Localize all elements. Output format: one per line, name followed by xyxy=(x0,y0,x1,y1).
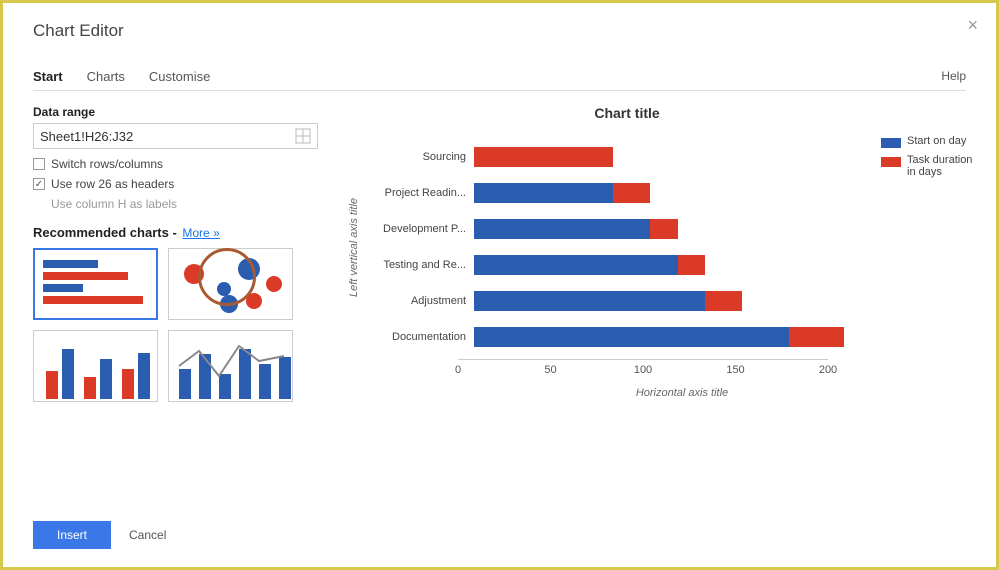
bar-track xyxy=(474,219,966,239)
bar-label: Development P... xyxy=(364,223,474,235)
tab-start[interactable]: Start xyxy=(33,69,63,84)
bar-track xyxy=(474,183,966,203)
bar-row: Project Readin... xyxy=(364,175,966,211)
bar-label: Documentation xyxy=(364,331,474,343)
bar-seg-blue xyxy=(474,219,650,239)
legend-label-start: Start on day xyxy=(907,135,966,147)
thumb-vertical-bar[interactable] xyxy=(33,330,158,402)
insert-button[interactable]: Insert xyxy=(33,521,111,549)
close-icon[interactable]: × xyxy=(967,15,978,36)
bar-row: Adjustment xyxy=(364,283,966,319)
data-range-input-row: Sheet1!H26:J32 xyxy=(33,123,318,149)
bar-track xyxy=(474,291,966,311)
data-range-input[interactable]: Sheet1!H26:J32 xyxy=(40,129,295,144)
bar-seg-red xyxy=(650,219,678,239)
checkbox-checked-icon[interactable]: ✓ xyxy=(33,178,45,190)
bar-row: Documentation xyxy=(364,319,966,355)
bar-track xyxy=(474,255,966,275)
x-tick: 150 xyxy=(726,364,744,376)
bar-track xyxy=(474,327,966,347)
bar-seg-red xyxy=(678,255,706,275)
thumb-horizontal-bar[interactable] xyxy=(33,248,158,320)
thumb-combo[interactable] xyxy=(168,330,293,402)
tab-charts[interactable]: Charts xyxy=(87,69,125,84)
x-tick: 50 xyxy=(544,364,556,376)
legend-item-duration: Task duration in days xyxy=(881,154,976,178)
data-range-label: Data range xyxy=(33,105,318,119)
recommended-heading: Recommended charts - More » xyxy=(33,225,318,240)
range-picker-icon[interactable] xyxy=(295,128,311,144)
tab-customise[interactable]: Customise xyxy=(149,69,210,84)
use-col-labels-row[interactable]: Use column H as labels xyxy=(51,197,318,211)
legend-label-duration: Task duration in days xyxy=(907,154,976,178)
bar-seg-blue xyxy=(474,327,789,347)
thumb-bubble[interactable] xyxy=(168,248,293,320)
cancel-button[interactable]: Cancel xyxy=(129,528,166,542)
recommended-heading-text: Recommended charts xyxy=(33,225,169,240)
chart-title: Chart title xyxy=(288,105,966,121)
legend-item-start: Start on day xyxy=(881,135,976,148)
bar-label: Sourcing xyxy=(364,151,474,163)
tab-row: Start Charts Customise Help xyxy=(33,69,966,91)
bar-row: Testing and Re... xyxy=(364,247,966,283)
use-row-headers-label: Use row 26 as headers xyxy=(51,177,174,191)
help-link[interactable]: Help xyxy=(941,69,966,83)
swatch-red xyxy=(881,157,901,167)
bar-seg-red xyxy=(613,183,650,203)
thumb-grid xyxy=(33,248,318,402)
use-col-labels-label: Use column H as labels xyxy=(51,197,177,211)
use-row-headers-row[interactable]: ✓ Use row 26 as headers xyxy=(33,177,318,191)
bar-label: Testing and Re... xyxy=(364,259,474,271)
bar-seg-blue xyxy=(474,255,678,275)
x-tick: 200 xyxy=(819,364,837,376)
bar-row: Development P... xyxy=(364,211,966,247)
bar-seg-red xyxy=(789,327,845,347)
swatch-blue xyxy=(881,138,901,148)
dialog-title: Chart Editor xyxy=(33,21,966,41)
y-axis-title: Left vertical axis title xyxy=(348,139,360,355)
bars-area: Sourcing Project Readin... Development P..… xyxy=(364,139,966,355)
bar-seg-blue xyxy=(474,291,705,311)
bar-seg-blue xyxy=(474,183,613,203)
bar-seg-red xyxy=(705,291,742,311)
footer-buttons: Insert Cancel xyxy=(33,521,166,549)
x-tick: 0 xyxy=(455,364,461,376)
switch-rows-cols-row[interactable]: Switch rows/columns xyxy=(33,157,318,171)
x-axis-title: Horizontal axis title xyxy=(398,387,966,399)
checkbox-icon[interactable] xyxy=(33,158,45,170)
x-tick: 100 xyxy=(634,364,652,376)
legend: Start on day Task duration in days xyxy=(881,135,976,184)
bar-seg-red xyxy=(474,147,613,167)
left-panel: Data range Sheet1!H26:J32 Switch rows/co… xyxy=(33,105,318,402)
bar-label: Project Readin... xyxy=(364,187,474,199)
more-link[interactable]: More » xyxy=(182,226,219,240)
switch-rows-cols-label: Switch rows/columns xyxy=(51,157,163,171)
bar-label: Adjustment xyxy=(364,295,474,307)
chart-preview: Chart title Left vertical axis title Sou… xyxy=(348,105,966,402)
x-axis: 050100150200 xyxy=(458,359,828,377)
bar-row: Sourcing xyxy=(364,139,966,175)
